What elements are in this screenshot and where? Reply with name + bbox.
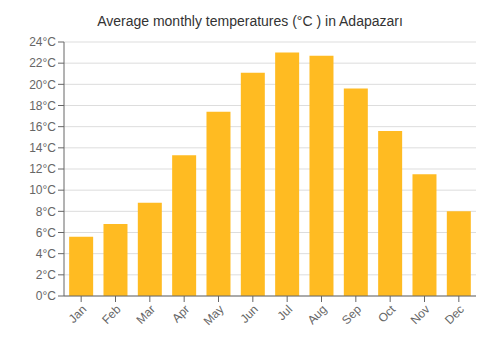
svg-text:May: May (201, 302, 227, 328)
svg-text:14°C: 14°C (29, 141, 56, 155)
svg-text:Jun: Jun (237, 302, 261, 326)
svg-text:12°C: 12°C (29, 162, 56, 176)
svg-text:16°C: 16°C (29, 120, 56, 134)
svg-text:6°C: 6°C (36, 226, 56, 240)
svg-text:Sep: Sep (339, 302, 364, 327)
svg-text:Mar: Mar (133, 302, 158, 327)
svg-text:Dec: Dec (442, 302, 467, 327)
svg-text:Jul: Jul (275, 302, 296, 323)
svg-text:22°C: 22°C (29, 56, 56, 70)
svg-text:4°C: 4°C (36, 247, 56, 261)
svg-text:Jan: Jan (66, 302, 90, 326)
svg-text:18°C: 18°C (29, 99, 56, 113)
svg-text:Nov: Nov (408, 302, 433, 327)
svg-text:20°C: 20°C (29, 78, 56, 92)
svg-text:0°C: 0°C (36, 289, 56, 303)
html-text:Average monthly temperatures (: Average monthly temperatures (°C ) in Ad… (97, 13, 403, 29)
svg-text:Feb: Feb (99, 302, 124, 327)
svg-text:8°C: 8°C (36, 205, 56, 219)
svg-text:Apr: Apr (169, 302, 192, 325)
svg-text:10°C: 10°C (29, 183, 56, 197)
svg-text:Aug: Aug (305, 302, 330, 327)
svg-text:Oct: Oct (375, 302, 399, 326)
svg-text:2°C: 2°C (36, 268, 56, 282)
svg-text:24°C: 24°C (29, 35, 56, 49)
